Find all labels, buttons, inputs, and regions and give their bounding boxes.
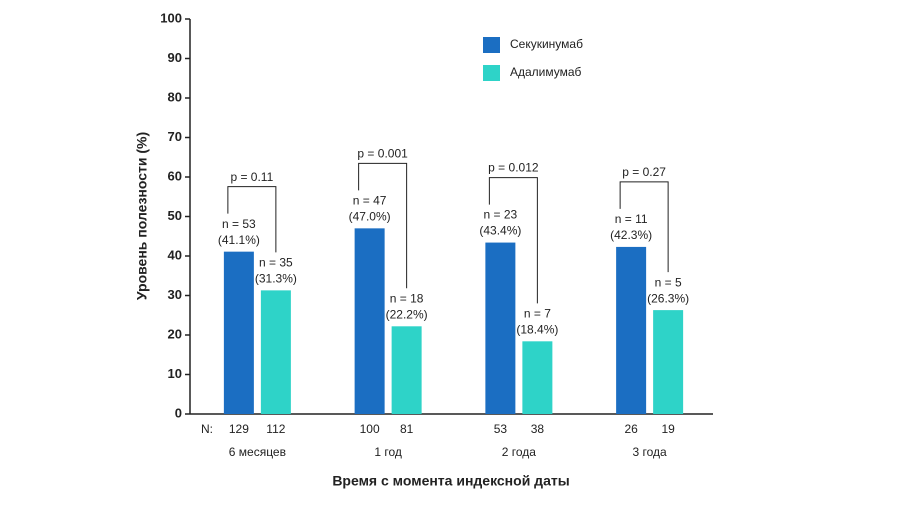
y-axis-title: Уровень полезности (%) bbox=[134, 132, 150, 300]
y-tick-label: 60 bbox=[168, 168, 182, 183]
sample-size: 100 bbox=[360, 422, 380, 436]
p-bracket bbox=[488, 177, 538, 304]
x-tick-label: 3 года bbox=[633, 445, 668, 459]
sample-size: 38 bbox=[531, 422, 545, 436]
bar bbox=[391, 326, 422, 414]
p-bracket bbox=[619, 181, 669, 273]
n-label: n = 47 bbox=[353, 194, 387, 208]
bar bbox=[260, 290, 291, 414]
value-label: (41.1%) bbox=[218, 233, 260, 247]
bar bbox=[354, 228, 385, 414]
y-tick-label: 0 bbox=[175, 405, 182, 420]
sample-size: 81 bbox=[400, 422, 414, 436]
p-value: p = 0.001 bbox=[357, 147, 408, 161]
bar bbox=[223, 251, 254, 414]
p-bracket bbox=[358, 162, 408, 289]
p-value: p = 0.012 bbox=[488, 161, 539, 175]
legend-swatch bbox=[483, 37, 500, 53]
n-label: n = 23 bbox=[484, 208, 518, 222]
y-tick-label: 80 bbox=[168, 89, 182, 104]
sample-size: 53 bbox=[494, 422, 508, 436]
y-tick-label: 10 bbox=[168, 366, 182, 381]
y-tick-label: 40 bbox=[168, 247, 182, 262]
bar bbox=[522, 341, 553, 414]
legend-label: Адалимумаб bbox=[510, 65, 582, 79]
sample-size: 129 bbox=[229, 422, 249, 436]
x-tick-label: 1 год bbox=[374, 445, 402, 459]
value-label: (31.3%) bbox=[255, 272, 297, 286]
sample-size: 112 bbox=[266, 422, 285, 436]
y-tick-label: 100 bbox=[160, 10, 182, 25]
x-tick-label: 6 месяцев bbox=[229, 445, 286, 459]
value-label: (43.4%) bbox=[479, 224, 521, 238]
value-label: (47.0%) bbox=[349, 210, 391, 224]
x-axis-title: Время с момента индексной даты bbox=[332, 473, 569, 489]
p-value: p = 0.11 bbox=[230, 170, 273, 184]
legend-swatch bbox=[483, 65, 500, 81]
n-label: n = 11 bbox=[615, 212, 648, 226]
sample-size: 19 bbox=[661, 422, 675, 436]
value-label: (42.3%) bbox=[610, 228, 652, 242]
sample-size-label: N: bbox=[201, 422, 213, 436]
n-label: n = 7 bbox=[524, 306, 551, 320]
y-tick-label: 20 bbox=[168, 326, 182, 341]
value-label: (18.4%) bbox=[516, 322, 558, 336]
y-tick-label: 50 bbox=[168, 208, 182, 223]
n-label: n = 35 bbox=[259, 256, 293, 270]
p-bracket bbox=[227, 186, 277, 253]
value-label: (22.2%) bbox=[386, 307, 428, 321]
y-tick-label: 70 bbox=[168, 129, 182, 144]
bar bbox=[653, 310, 684, 414]
x-tick-label: 2 года bbox=[502, 445, 537, 459]
value-label: (26.3%) bbox=[647, 291, 689, 305]
y-tick-label: 90 bbox=[168, 50, 182, 65]
y-tick-label: 30 bbox=[168, 287, 182, 302]
p-value: p = 0.27 bbox=[622, 165, 666, 179]
bar bbox=[616, 246, 647, 414]
sample-size: 26 bbox=[624, 422, 638, 436]
legend-label: Секукинумаб bbox=[510, 37, 583, 51]
bar bbox=[485, 242, 516, 414]
n-label: n = 53 bbox=[222, 217, 256, 231]
n-label: n = 18 bbox=[390, 291, 424, 305]
n-label: n = 5 bbox=[655, 275, 682, 289]
